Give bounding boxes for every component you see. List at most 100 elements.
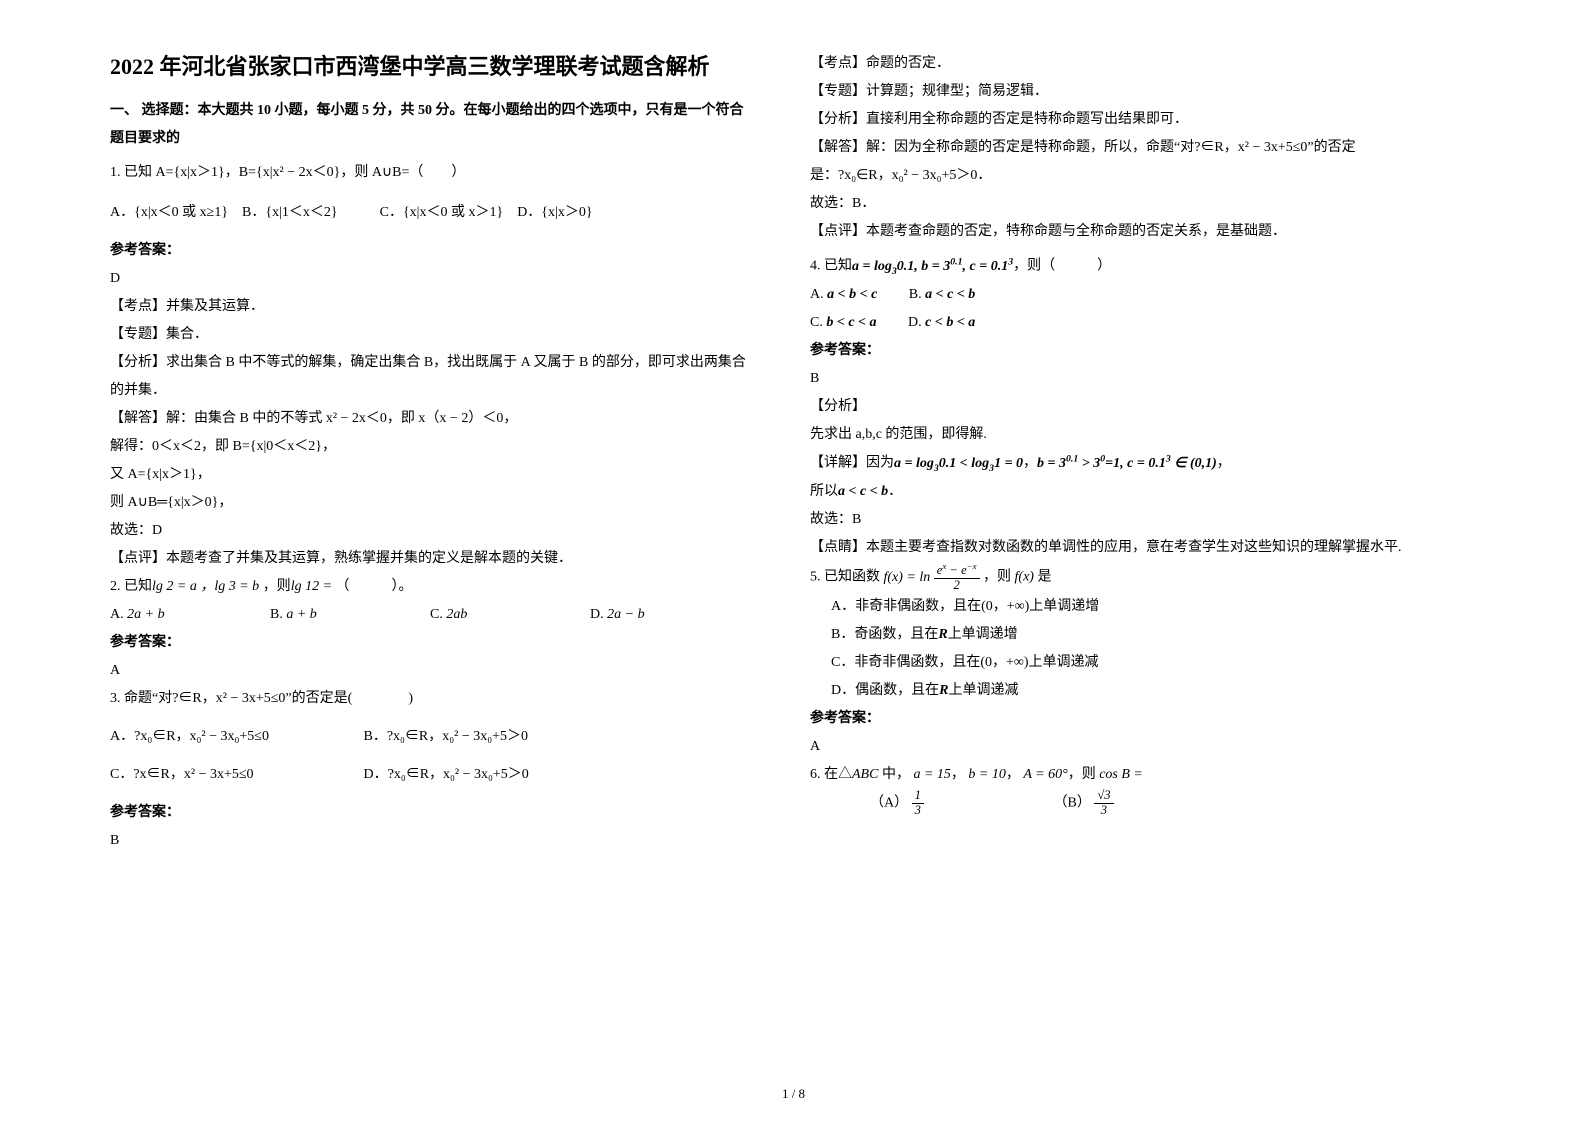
q5-f1: f(x) = ln ex − e−x2 [884, 570, 980, 585]
q6-oA: （A） [870, 796, 908, 811]
q4-r3b: ， [1217, 456, 1231, 471]
q4-ans: B [810, 365, 1450, 393]
doc-title: 2022 年河北省张家口市西湾堡中学高三数学理联考试题含解析 [110, 50, 750, 83]
q4-r4b: ． [888, 484, 902, 499]
q1-a4: 【解答】解：由集合 B 中的不等式 x² − 2x＜0，即 x（x − 2）＜0… [110, 405, 750, 433]
section-1-heading: 一、 选择题：本大题共 10 小题，每小题 5 分，共 50 分。在每小题给出的… [110, 97, 750, 153]
q1-a6: 又 A={x|x＞1}， [110, 461, 750, 489]
q5-oB-line: B．奇函数，且在R上单调递增 [810, 621, 1450, 649]
q1-options: A．{x|x＜0 或 x≥1} B．{x|1＜x＜2} C．{x|x＜0 或 x… [110, 199, 750, 227]
q2-f1: lg 2 = a ，lg 3 = b [152, 579, 263, 594]
q4-sa: 4. 已知 [810, 259, 852, 274]
q2-oB-f: a + b [286, 607, 316, 622]
q4-oB: B. [909, 287, 922, 302]
q4-sb: ，则（ ） [1013, 259, 1111, 274]
q5-sc: 是 [1034, 570, 1052, 585]
q2-oA-f: 2a + b [127, 607, 164, 622]
q3-oD: D．?x₀∈R，x₀² − 3x₀+5＞0 [364, 767, 529, 782]
q6-oB-f: √33 [1094, 796, 1113, 811]
q3-r7: 【点评】本题考查命题的否定，特称命题与全称命题的否定关系，是基础题． [810, 218, 1450, 246]
q2-ans: A [110, 657, 750, 685]
q4-r4f: a < c < b [838, 484, 888, 499]
q4-r6: 【点睛】本题主要考查指数对数函数的单调性的应用，意在考查学生对这些知识的理解掌握… [810, 534, 1450, 562]
q2-oD: D. [590, 607, 604, 622]
q4-oD-f: c < b < a [925, 315, 975, 330]
q5-oB2: 上单调递增 [948, 627, 1018, 642]
q3-ans: B [110, 827, 750, 855]
q1-a8: 故选：D [110, 517, 750, 545]
q3-r3: 【分析】直接利用全称命题的否定是特称命题写出结果即可． [810, 106, 1450, 134]
q4-r4a: 所以 [810, 484, 838, 499]
q6-sc: ， [951, 767, 965, 782]
q2-options: A. 2a + b B. a + b C. 2ab D. 2a − b [110, 601, 750, 629]
q2-oC-f: 2ab [446, 607, 467, 622]
q3-r4: 【解答】解：因为全称命题的否定是特称命题，所以，命题“对?∈R，x² − 3x+… [810, 134, 1450, 162]
q5-oC: C．非奇非偶函数，且在(0，+∞)上单调递减 [810, 649, 1450, 677]
q6-sb: 中， [882, 767, 910, 782]
q6-f-cos: cos B = [1099, 767, 1143, 782]
q2-s-a: 2. 已知 [110, 579, 152, 594]
q5-oD2: 上单调递减 [948, 683, 1018, 698]
q5-sb: ，则 [983, 570, 1011, 585]
q2-oA: A. [110, 607, 124, 622]
q2-stem: 2. 已知lg 2 = a ，lg 3 = b ，则lg 12 = （ ）。 [110, 573, 750, 601]
q2-oB: B. [270, 607, 283, 622]
q3-r2: 【专题】计算题；规律型；简易逻辑． [810, 78, 1450, 106]
q6-oA-f: 13 [912, 796, 924, 811]
q6-se: ，则 [1068, 767, 1096, 782]
q6-stem: 6. 在△ABC 中， a = 15， b = 10， A = 60°，则 co… [810, 761, 1450, 789]
q2-s-b: ，则 [263, 579, 291, 594]
q5-oD-line: D．偶函数，且在R上单调递减 [810, 677, 1450, 705]
q5-sa: 5. 已知函数 [810, 570, 880, 585]
q5-oB: B．奇函数，且在 [831, 627, 938, 642]
q5-ans: A [810, 733, 1450, 761]
q4-r3a: 【详解】因为 [810, 456, 894, 471]
q1-ans-label: 参考答案： [110, 237, 750, 265]
q5-stem: 5. 已知函数 f(x) = ln ex − e−x2 ，则 f(x) 是 [810, 562, 1450, 593]
q3-r5: 是：?x₀∈R，x₀² − 3x₀+5＞0． [810, 162, 1450, 190]
q6-f-A: A = 60° [1023, 767, 1067, 782]
q3-oA: A．?x₀∈R，x₀² − 3x₀+5≤0 [110, 723, 360, 751]
q1-a5: 解得：0＜x＜2，即 B={x|0＜x＜2}， [110, 433, 750, 461]
q6-sa: 6. 在△ [810, 767, 852, 782]
q4-oB-f: a < c < b [925, 287, 975, 302]
q3-stem: 3. 命题“对?∈R，x² − 3x+5≤0”的否定是( ) [110, 685, 750, 713]
q1-stem: 1. 已知 A={x|x＞1}，B={x|x² − 2x＜0}，则 A∪B=（ … [110, 159, 750, 187]
q6-f-a: a = 15 [913, 767, 950, 782]
q6-options: （A） 13 （B） √33 [810, 789, 1450, 818]
q3-r1: 【考点】命题的否定． [810, 50, 1450, 78]
q4-r3f2: b = 30.1 > 30=1, c = 0.13 ∈ (0,1) [1037, 456, 1217, 471]
q4-oD: D. [908, 315, 922, 330]
q2-oC: C. [430, 607, 443, 622]
q4-r3: 【详解】因为a = log30.1 < log31 = 0，b = 30.1 >… [810, 449, 1450, 478]
q2-s-c: （ ）。 [336, 579, 413, 594]
q5-oD: D．偶函数，且在 [831, 683, 939, 698]
q6-oB: （B） [1054, 796, 1091, 811]
q3-oB: B．?x₀∈R，x₀² − 3x₀+5＞0 [364, 729, 529, 744]
q6-abc: ABC [852, 767, 882, 782]
q4-r1: 【分析】 [810, 393, 1450, 421]
right-column: 【考点】命题的否定． 【专题】计算题；规律型；简易逻辑． 【分析】直接利用全称命… [810, 50, 1450, 855]
q4-r5: 故选：B [810, 506, 1450, 534]
q3-row1: A．?x₀∈R，x₀² − 3x₀+5≤0 B．?x₀∈R，x₀² − 3x₀+… [110, 723, 750, 751]
q1-a2: 【专题】集合． [110, 321, 750, 349]
q4-oC: C. [810, 315, 823, 330]
q5-oB-R: R [938, 627, 947, 642]
q2-f2: lg 12 = [291, 579, 336, 594]
q4-f1: a = log30.1, b = 30.1, c = 0.13 [852, 259, 1013, 274]
q4-r4: 所以a < c < b． [810, 478, 1450, 506]
q2-ans-label: 参考答案： [110, 629, 750, 657]
q5-f2: f(x) [1015, 570, 1034, 585]
q3-oC: C．?x∈R，x² − 3x+5≤0 [110, 761, 360, 789]
left-column: 2022 年河北省张家口市西湾堡中学高三数学理联考试题含解析 一、 选择题：本大… [110, 50, 750, 855]
q5-ans-label: 参考答案： [810, 705, 1450, 733]
q4-oA-f: a < b < c [827, 287, 877, 302]
q2-oD-f: 2a − b [607, 607, 644, 622]
q3-ans-label: 参考答案： [110, 799, 750, 827]
q1-a9: 【点评】本题考查了并集及其运算，熟练掌握并集的定义是解本题的关键． [110, 545, 750, 573]
q1-a7: 则 A∪B═{x|x＞0}， [110, 489, 750, 517]
q1-a3: 【分析】求出集合 B 中不等式的解集，确定出集合 B，找出既属于 A 又属于 B… [110, 349, 750, 405]
q4-r2: 先求出 a,b,c 的范围，即得解. [810, 421, 1450, 449]
q6-sd: ， [1006, 767, 1020, 782]
q5-oA: A．非奇非偶函数，且在(0，+∞)上单调递增 [810, 593, 1450, 621]
